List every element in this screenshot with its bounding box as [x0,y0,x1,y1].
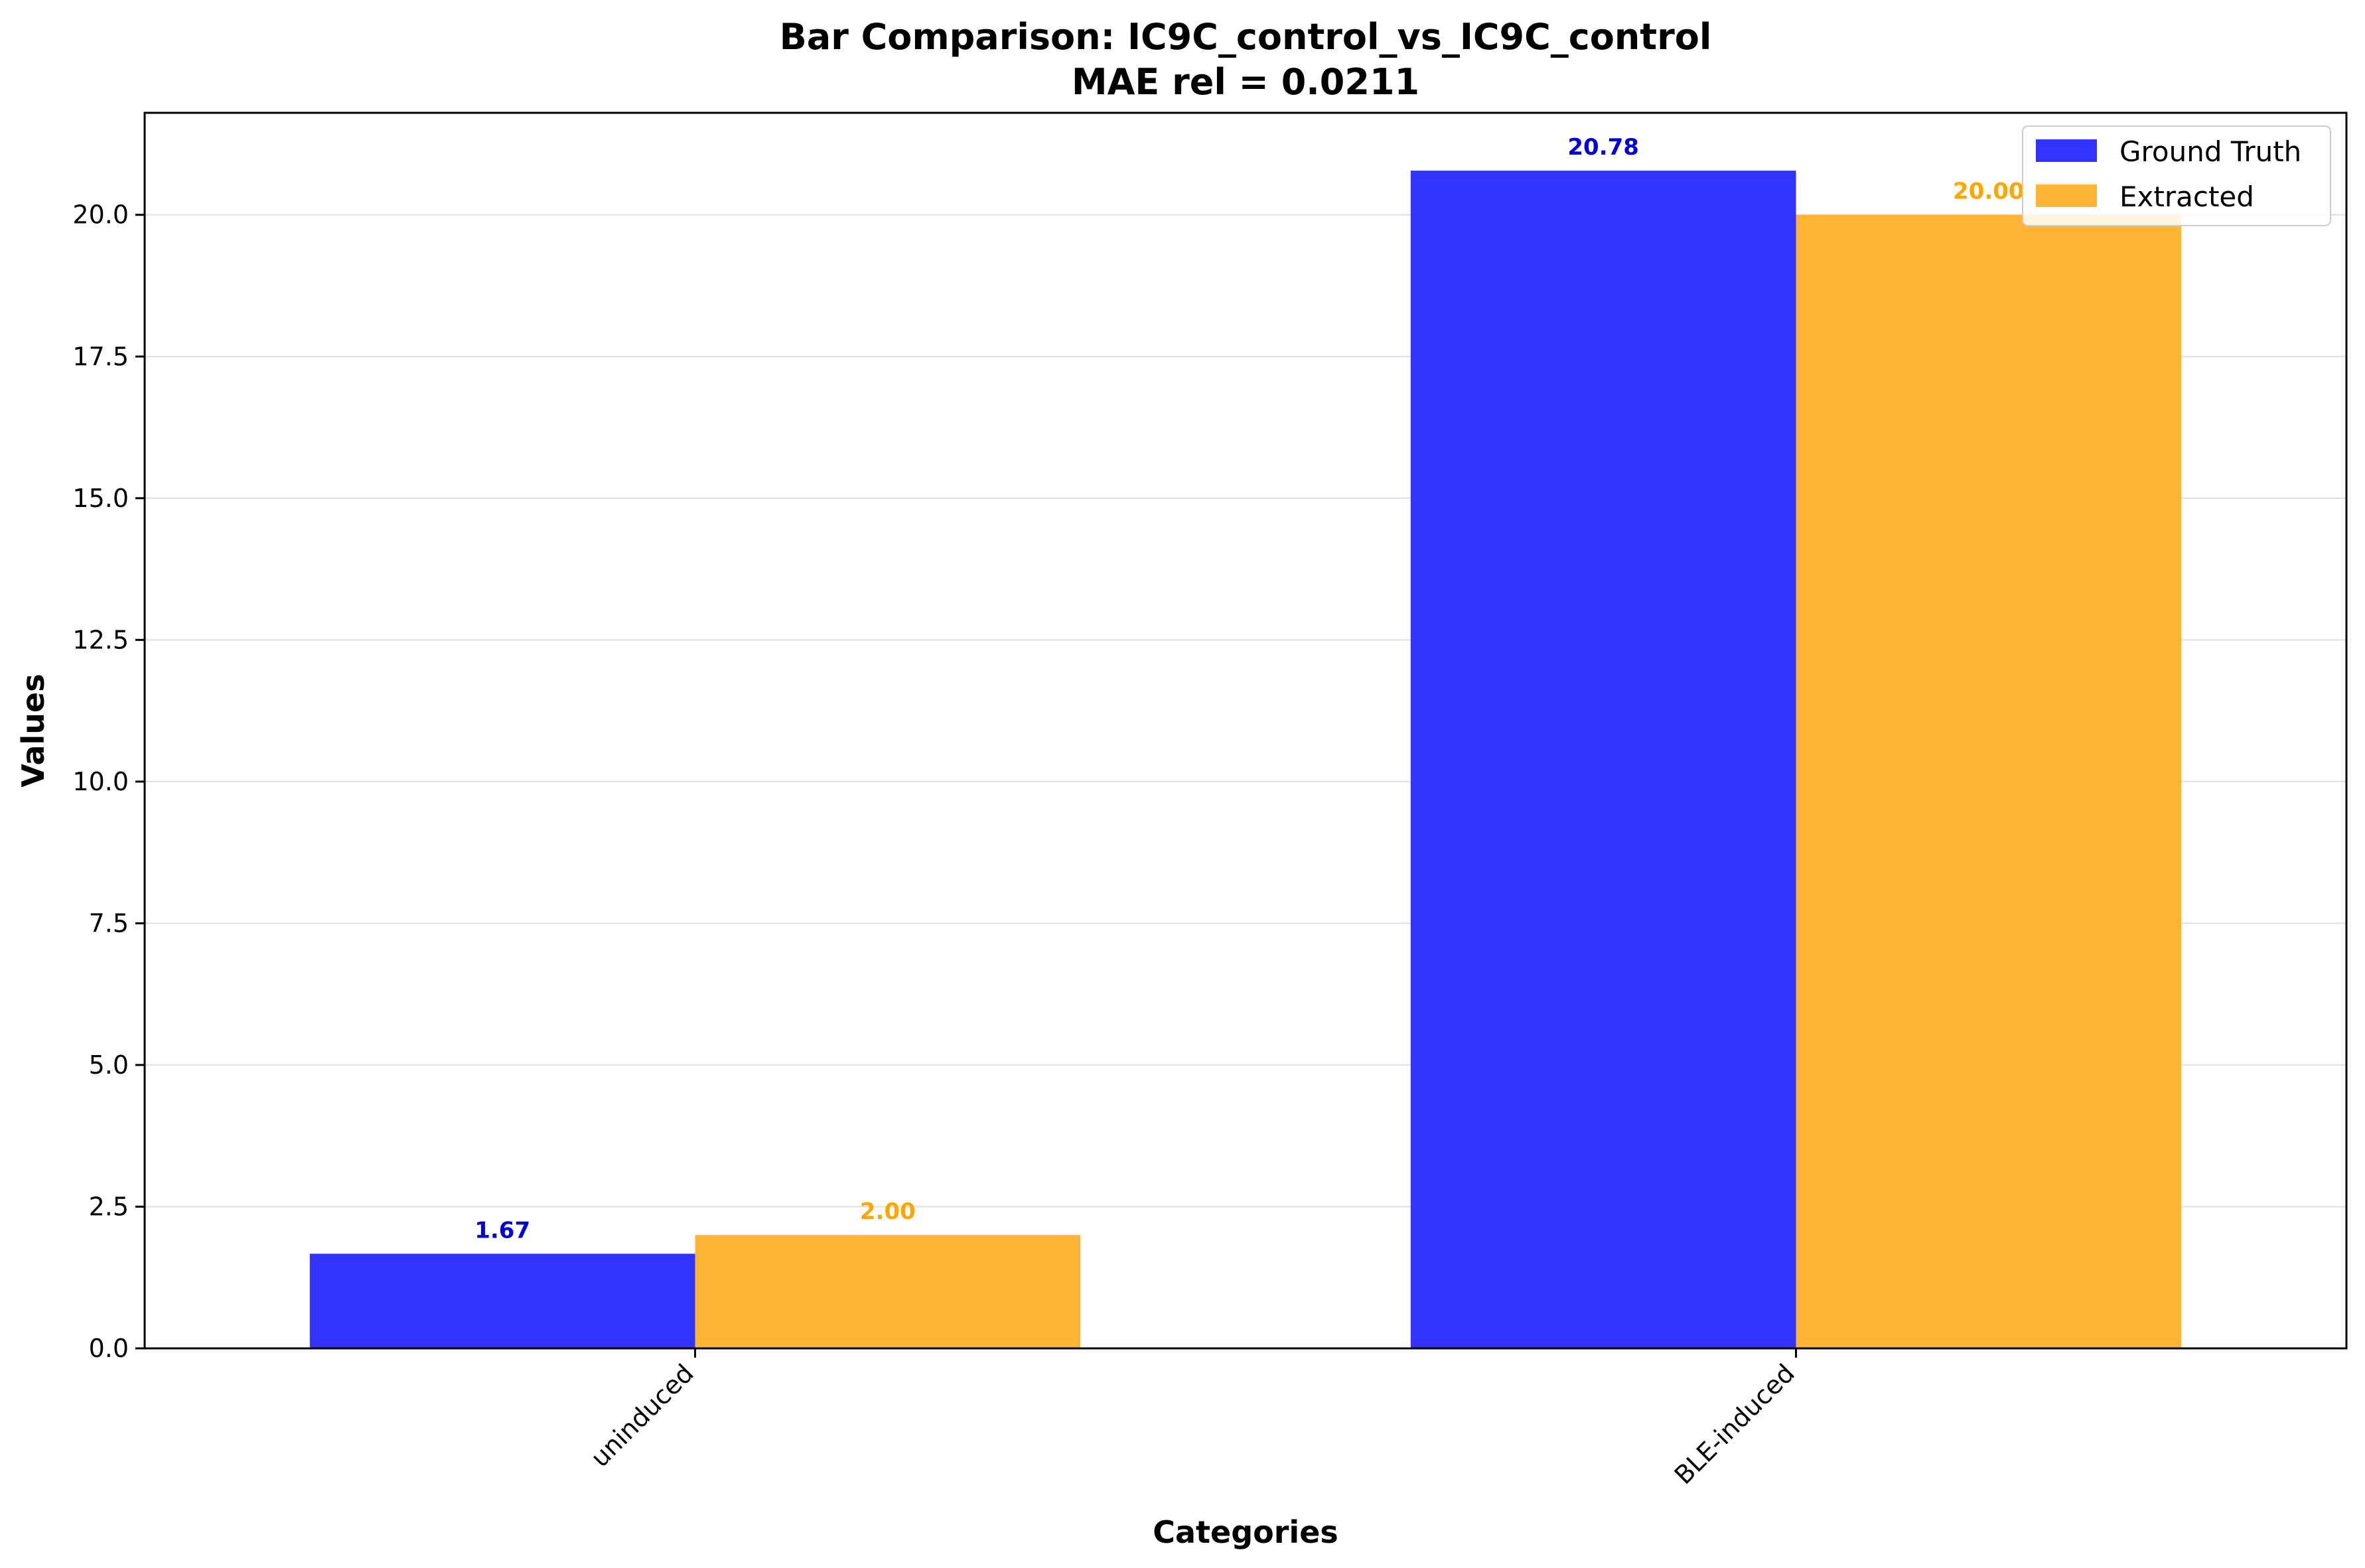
bar-uninduced-ground-truth [309,1253,695,1348]
x-tick-label: BLE-induced [1669,1358,1800,1490]
plot-frame [143,111,2348,1350]
y-tick-label: 15.0 [72,484,129,513]
bar-ble-induced-extracted [1796,214,2182,1348]
y-tick-label: 0.0 [89,1334,129,1363]
legend-label-extracted: Extracted [2119,180,2254,213]
y-tick-label: 5.0 [89,1050,129,1080]
legend-swatch-extracted [2036,184,2097,207]
data-label: 2.00 [860,1198,916,1225]
bars [309,171,2182,1348]
y-tick-label: 17.5 [72,342,129,371]
y-tick-label: 12.5 [72,625,129,654]
legend-box [2022,125,2331,226]
bar-uninduced-extracted [695,1235,1081,1348]
data-label: 1.67 [474,1217,530,1244]
x-axis: uninduced BLE-induced [585,1348,1800,1490]
y-axis: 0.0 2.5 5.0 7.5 10.0 12.5 15.0 17.5 20.0 [72,200,145,1363]
data-labels: 1.67 2.00 20.78 20.00 [474,134,2024,1244]
chart-subtitle: MAE rel = 0.0211 [1072,61,1419,103]
x-axis-label: Categories [1153,1514,1338,1550]
y-axis-label: Values [15,674,51,787]
grid-lines [145,214,2346,1350]
chart-title: Bar Comparison: IC9C_control_vs_IC9C_con… [780,16,1712,58]
legend-swatch-ground-truth [2036,139,2097,162]
legend: Ground Truth Extracted [2022,125,2331,226]
data-label: 20.78 [1567,134,1639,161]
y-tick-label: 20.0 [72,200,129,230]
y-tick-label: 2.5 [89,1192,129,1221]
y-tick-label: 10.0 [72,767,129,796]
y-tick-label: 7.5 [89,908,129,938]
legend-label-ground-truth: Ground Truth [2119,135,2301,168]
bar-ble-induced-ground-truth [1410,171,1796,1348]
data-label: 20.00 [1953,178,2025,205]
x-tick-label: uninduced [585,1358,699,1472]
